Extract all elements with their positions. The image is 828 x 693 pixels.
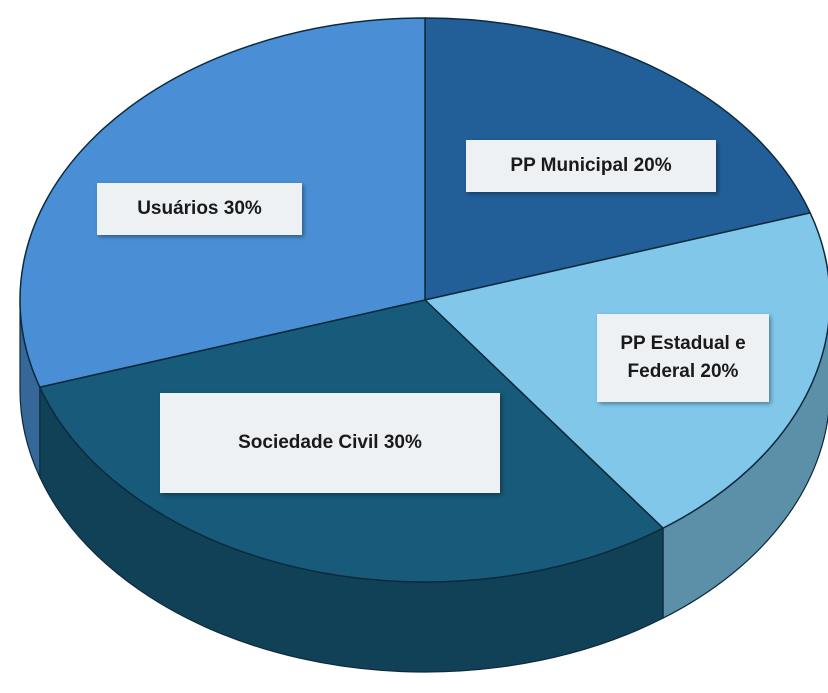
data-label: Usuários 30%	[97, 183, 302, 235]
label-text: Usuários 30%	[137, 195, 262, 223]
data-label: PP Estadual e Federal 20%	[597, 314, 769, 402]
category-name: PP Estadual e Federal	[620, 333, 746, 382]
category-name: Sociedade Civil	[238, 432, 379, 453]
value-label: 20%	[633, 155, 672, 176]
label-text: PP Estadual e Federal 20%	[605, 330, 761, 386]
data-label: Sociedade Civil 30%	[160, 393, 500, 493]
data-label: PP Municipal 20%	[466, 140, 716, 192]
category-name: PP Municipal	[510, 155, 629, 176]
label-text: Sociedade Civil 30%	[238, 429, 422, 457]
value-label: 30%	[223, 198, 262, 219]
category-name: Usuários	[137, 198, 219, 219]
label-text: PP Municipal 20%	[510, 152, 671, 180]
value-label: 20%	[700, 361, 739, 382]
value-label: 30%	[383, 432, 422, 453]
